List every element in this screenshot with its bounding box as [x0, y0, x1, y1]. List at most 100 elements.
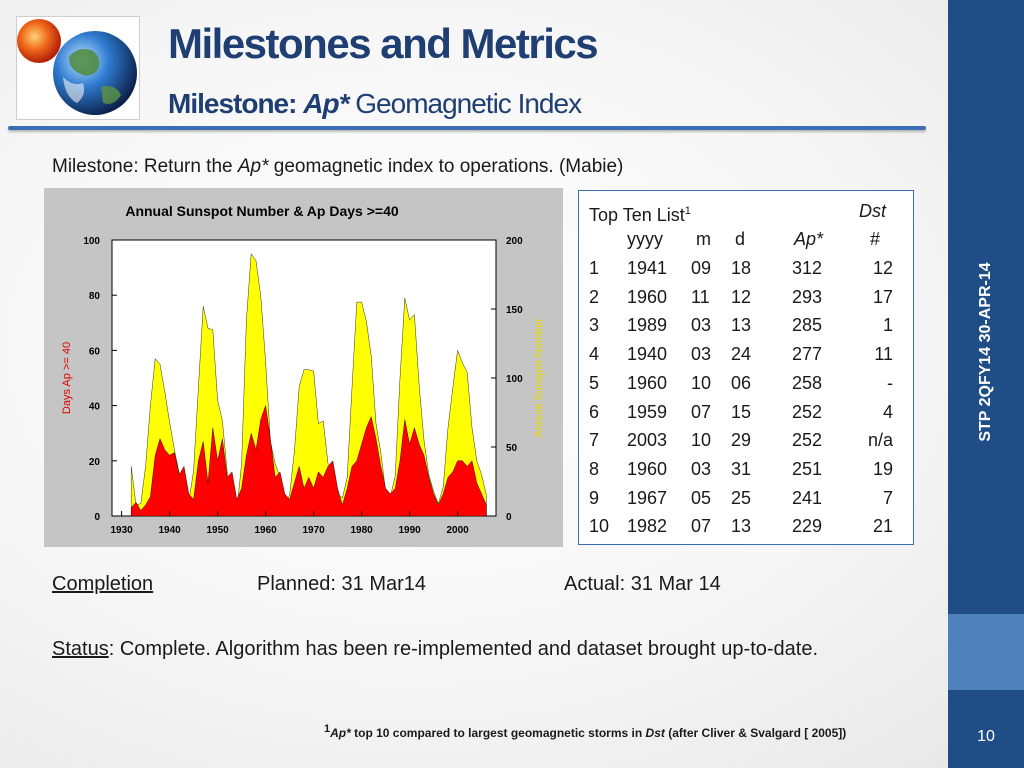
cell-rank: 7	[589, 430, 600, 451]
cell-d: 13	[731, 315, 752, 336]
footnote-dst: Dst	[645, 726, 665, 740]
cell-ap: 252	[792, 430, 823, 451]
x-tick-label: 1970	[302, 525, 325, 536]
table-row: 7 2003 10 29 252 n/a	[579, 428, 913, 452]
y-tick-label: 100	[83, 236, 100, 247]
x-tick-label: 1950	[206, 525, 229, 536]
milestone-suffix: geomagnetic index to operations. (Mabie)	[268, 156, 624, 177]
top-ten-header-row: yyyy m d Ap* #	[579, 227, 913, 251]
top-ten-table: Top Ten List1 Dst yyyy m d Ap* # 1 1941 09…	[578, 190, 914, 545]
cell-yyyy: 1967	[627, 487, 668, 508]
status-paragraph: Status: Complete. Algorithm has been re-…	[52, 634, 912, 664]
cell-d: 15	[731, 401, 752, 422]
footnote-ap: Ap*	[330, 726, 351, 740]
cell-rank: 3	[589, 315, 600, 336]
subtitle-rest: Geomagnetic Index	[355, 88, 582, 119]
cell-dst: 17	[872, 286, 893, 307]
title-divider	[8, 126, 926, 130]
cell-ap: 251	[792, 458, 823, 479]
cell-ap: 252	[792, 401, 823, 422]
cell-rank: 1	[589, 258, 600, 278]
subtitle-ap-label: Ap*	[303, 88, 349, 119]
chart-svg: Annual Sunspot Number & Ap Days >=40 193…	[61, 203, 545, 536]
cell-dst: 1	[882, 315, 893, 336]
y-tick-label: 80	[89, 291, 101, 302]
subtitle-milestone-label: Milestone:	[168, 88, 297, 119]
cell-rank: 10	[589, 516, 610, 537]
cell-d: 18	[731, 258, 752, 278]
table-row: 8 1960 03 31 251 19	[579, 457, 913, 481]
sunspot-ap-chart: Annual Sunspot Number & Ap Days >=40 193…	[44, 188, 563, 547]
milestone-statement: Milestone: Return the Ap* geomagnetic in…	[52, 156, 623, 178]
cell-rank: 9	[589, 487, 600, 508]
y2-axis-label: Annual Sunspot Number	[533, 318, 545, 438]
cell-dst: 21	[872, 516, 893, 537]
cell-d: 25	[731, 487, 752, 508]
footnote: 1Ap* top 10 compared to largest geomagne…	[324, 723, 846, 740]
cell-ap: 312	[792, 258, 823, 278]
status-text: : Complete. Algorithm has been re-implem…	[108, 638, 819, 660]
series-area-ap-days	[131, 405, 487, 517]
header-hash: #	[870, 229, 881, 249]
cell-dst: 11	[874, 344, 893, 365]
chart-title: Annual Sunspot Number & Ap Days >=40	[125, 203, 399, 219]
header-yyyy: yyyy	[627, 229, 663, 249]
header-ap: Ap*	[794, 229, 824, 249]
table-row: 4 1940 03 24 277 11	[579, 342, 913, 366]
y-axis-label: Days Ap >= 40	[61, 342, 73, 414]
side-label: STP 2QFY14 30-APR-14	[977, 262, 994, 442]
cell-ap: 241	[792, 487, 823, 508]
cell-yyyy: 1941	[627, 258, 668, 278]
table-row: 6 1959 07 15 252 4	[579, 400, 913, 424]
table-row: 2 1960 11 12 293 17	[579, 285, 913, 309]
cell-yyyy: 1989	[627, 315, 668, 336]
cell-d: 13	[731, 516, 752, 537]
y2-tick-label: 150	[506, 305, 523, 316]
footnote-sup: 1	[324, 723, 331, 735]
cell-yyyy: 1940	[627, 344, 668, 365]
cell-yyyy: 2003	[627, 430, 668, 451]
cell-dst: 19	[872, 458, 893, 479]
top-ten-title-sup: 1	[684, 205, 691, 217]
x-tick-label: 1930	[110, 525, 133, 536]
dst-header: Dst	[859, 201, 886, 221]
cell-dst: n/a	[867, 430, 893, 451]
cell-ap: 277	[792, 344, 823, 365]
cell-ap: 229	[792, 516, 823, 537]
cell-dst: 4	[882, 401, 893, 422]
page-number: 10	[977, 728, 995, 745]
table-row: 1 1941 09 18 312 12	[579, 256, 913, 280]
cell-rank: 5	[589, 372, 600, 393]
cell-yyyy: 1960	[627, 286, 668, 307]
x-tick-label: 1940	[158, 525, 181, 536]
cell-d: 29	[731, 430, 752, 451]
x-tick-label: 1990	[398, 525, 421, 536]
cell-m: 09	[691, 258, 712, 278]
table-row: 10 1982 07 13 229 21	[579, 514, 913, 538]
milestone-prefix: Milestone: Return the	[52, 156, 238, 177]
cell-rank: 4	[589, 344, 600, 365]
cell-yyyy: 1960	[627, 458, 668, 479]
y-tick-label: 60	[89, 346, 101, 357]
sun-earth-logo-icon	[17, 17, 139, 119]
cell-m: 07	[691, 516, 712, 537]
top-ten-title-text: Top Ten List	[589, 205, 685, 225]
y2-tick-label: 200	[506, 236, 523, 247]
cell-m: 10	[691, 430, 712, 451]
cell-ap: 258	[792, 372, 823, 393]
cell-dst: 7	[882, 487, 893, 508]
cell-d: 24	[731, 344, 752, 365]
table-row: 3 1989 03 13 285 1	[579, 313, 913, 337]
page-title: Milestones and Metrics	[168, 20, 599, 67]
side-accent-block	[948, 614, 1024, 690]
footnote-text2: (after Cliver & Svalgard [ 2005])	[664, 726, 847, 740]
cell-rank: 8	[589, 458, 600, 479]
x-tick-label: 1980	[350, 525, 373, 536]
y-tick-label: 40	[89, 402, 101, 413]
cell-m: 03	[691, 458, 712, 479]
completion-line: Completion	[52, 573, 153, 596]
y-tick-label: 20	[89, 457, 101, 468]
cell-ap: 285	[792, 315, 823, 336]
top-ten-title-row: Top Ten List1 Dst	[579, 199, 913, 225]
header-m: m	[696, 229, 711, 249]
